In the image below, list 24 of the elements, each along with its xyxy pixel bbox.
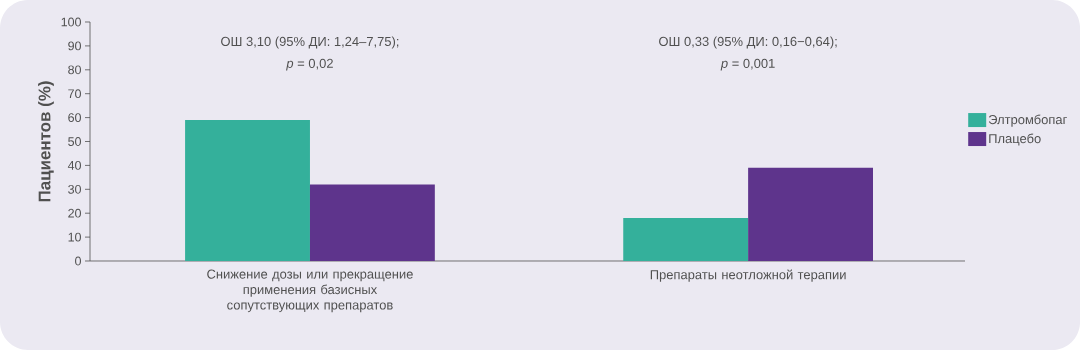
annotation: ОШ 0,33 (95% ДИ: 0,16−0,64); [659, 36, 837, 49]
y-axis-title: Пациентов (%) [38, 81, 54, 202]
bar [309, 184, 435, 261]
y-tick-label: 70 [68, 89, 81, 99]
y-tick-label: 10 [68, 232, 81, 242]
annotation: p = 0,001 [720, 58, 775, 71]
y-tick-label: 20 [68, 208, 81, 218]
legend-label: Элтромбопаг [988, 114, 1067, 127]
bar [748, 167, 873, 261]
x-tick-label: Препараты неотложной терапии [650, 269, 846, 282]
annotation: ОШ 3,10 (95% ДИ: 1,24–7,75); [221, 36, 399, 49]
x-tick-label: Снижение дозы или прекращение применения базисных сопутствующих препаратов [207, 269, 413, 313]
bar [185, 119, 310, 261]
annotation: p = 0,02 [286, 58, 333, 71]
legend-label: Плацебо [989, 133, 1041, 146]
y-tick-label: 60 [68, 113, 81, 123]
bar [623, 217, 749, 261]
y-tick-label: 0 [75, 256, 81, 266]
y-tick-label: 90 [68, 41, 81, 51]
y-tick-label: 30 [68, 184, 81, 194]
y-tick-label: 100 [61, 17, 81, 27]
y-tick-label: 80 [68, 65, 81, 75]
y-tick-label: 50 [68, 137, 81, 146]
y-tick-label: 40 [67, 161, 81, 170]
